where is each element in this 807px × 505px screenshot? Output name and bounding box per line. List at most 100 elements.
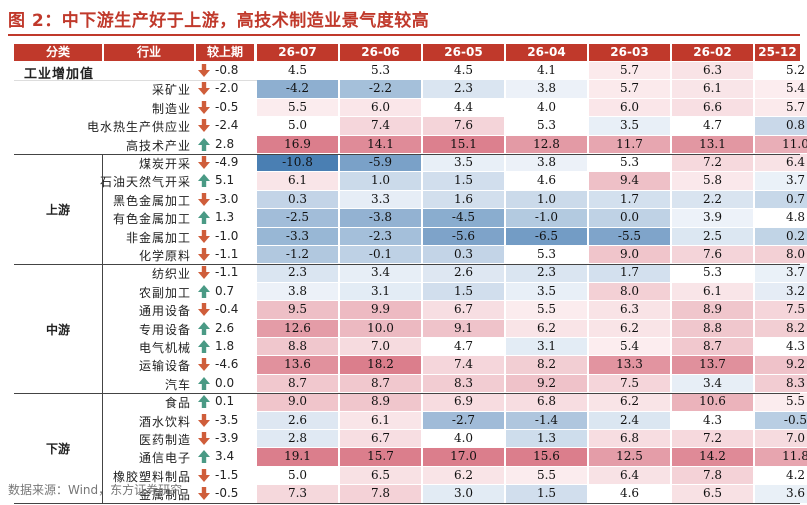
heatmap-cell: 4.5 xyxy=(423,62,504,80)
heatmap-cell: 1.5 xyxy=(506,485,587,503)
heatmap-cell: 17.0 xyxy=(423,448,504,466)
heatmap-cell: 9.4 xyxy=(589,172,670,190)
heatmap-cell: 3.2 xyxy=(755,282,807,301)
heatmap-cell: 0.7 xyxy=(755,190,807,209)
heatmap-cell: 9.0 xyxy=(589,246,670,264)
heatmap-cell: 11.0 xyxy=(755,135,807,153)
heatmap-cell: 13.7 xyxy=(672,356,753,374)
heatmap-cell: 8.0 xyxy=(589,282,670,301)
heatmap-cell: 16.9 xyxy=(257,135,338,153)
down-arrow-icon xyxy=(197,63,213,78)
row-label: 采矿业 xyxy=(151,83,191,98)
heatmap-cell: 4.6 xyxy=(506,172,587,190)
up-arrow-icon xyxy=(197,449,213,464)
change-value: -0.4 xyxy=(215,302,239,317)
heatmap-cell: 14.2 xyxy=(672,448,753,466)
heatmap-cell: 15.7 xyxy=(340,448,421,466)
row-label: 纺织业 xyxy=(151,267,191,282)
change-value: -0.5 xyxy=(215,486,239,501)
heatmap-cell: 3.8 xyxy=(506,154,587,172)
change-value: 2.6 xyxy=(215,320,235,335)
heatmap-cell: 5.0 xyxy=(257,117,338,135)
down-arrow-icon xyxy=(197,192,213,207)
heatmap-cell: 5.2 xyxy=(755,62,807,80)
heatmap-cell: 8.9 xyxy=(672,301,753,319)
row-label: 电水热生产供应业 xyxy=(86,120,191,135)
heatmap-cell: 5.7 xyxy=(589,80,670,98)
header-cell: 26-02 xyxy=(672,44,753,61)
heatmap-cell: 5.5 xyxy=(506,466,587,485)
heatmap-cell: 6.1 xyxy=(672,282,753,301)
heatmap-cell: 3.4 xyxy=(672,374,753,393)
header-cell: 26-06 xyxy=(340,44,421,61)
heatmap-cell: 1.6 xyxy=(423,190,504,209)
up-arrow-icon xyxy=(197,137,213,152)
header-cell: 26-03 xyxy=(589,44,670,61)
heatmap-cell: 2.3 xyxy=(506,264,587,282)
heatmap-cell: -2.2 xyxy=(340,80,421,98)
heatmap-cell: 5.5 xyxy=(506,301,587,319)
heatmap-cell: 6.8 xyxy=(506,393,587,411)
heatmap-cell: 4.4 xyxy=(423,98,504,117)
heatmap-cell: 9.9 xyxy=(340,301,421,319)
heatmap-cell: 6.0 xyxy=(589,98,670,117)
heatmap-cell: 4.2 xyxy=(755,466,807,485)
heatmap-cell: 5.5 xyxy=(257,98,338,117)
heatmap-cell: 8.2 xyxy=(506,356,587,374)
row-label: 有色金属加工 xyxy=(112,212,191,227)
change-value: 3.4 xyxy=(215,449,235,464)
row-label: 煤炭开采 xyxy=(138,157,191,171)
down-arrow-icon xyxy=(197,247,213,262)
heatmap-cell: 0.0 xyxy=(589,209,670,227)
down-arrow-icon xyxy=(197,431,213,446)
down-arrow-icon xyxy=(197,155,213,170)
heatmap-cell: 13.3 xyxy=(589,356,670,374)
heatmap-cell: 7.2 xyxy=(672,430,753,448)
heatmap-cell: 7.3 xyxy=(257,485,338,503)
heatmap-cell: 7.8 xyxy=(672,466,753,485)
heatmap-cell: 6.2 xyxy=(589,319,670,337)
heatmap-cell: -4.5 xyxy=(423,209,504,227)
heatmap-cell: 2.2 xyxy=(672,190,753,209)
heatmap-cell: 6.2 xyxy=(423,466,504,485)
header-cell: 26-07 xyxy=(257,44,338,61)
row-label: 食品 xyxy=(164,396,191,411)
row-label: 橡胶塑料制品 xyxy=(112,469,191,484)
change-value: -2.0 xyxy=(215,81,239,96)
group-separator xyxy=(14,153,800,155)
header-cell: 26-04 xyxy=(506,44,587,61)
row-label: 非金属加工 xyxy=(125,230,191,245)
group-label: 下游 xyxy=(45,442,70,457)
heatmap-cell: -2.3 xyxy=(340,227,421,245)
heatmap-cell: 5.4 xyxy=(589,338,670,356)
heatmap-cell: 1.0 xyxy=(340,172,421,190)
change-value: 0.1 xyxy=(215,394,235,409)
heatmap-cell: 5.3 xyxy=(506,117,587,135)
heatmap-cell: 4.3 xyxy=(672,411,753,429)
down-arrow-icon xyxy=(197,413,213,428)
row-label: 高技术产业 xyxy=(125,138,191,153)
heatmap-cell: -0.5 xyxy=(755,411,807,429)
down-arrow-icon xyxy=(197,265,213,280)
heatmap-cell: 7.8 xyxy=(340,485,421,503)
heatmap-cell: 5.4 xyxy=(755,80,807,98)
heatmap-cell: 9.2 xyxy=(755,356,807,374)
heatmap-cell: 6.4 xyxy=(755,154,807,172)
row-label: 酒水饮料 xyxy=(138,414,191,429)
heatmap-cell: 2.8 xyxy=(257,430,338,448)
row-label: 汽车 xyxy=(164,377,191,392)
change-value: -1.0 xyxy=(215,228,239,243)
heatmap-cell: 7.0 xyxy=(340,338,421,356)
heatmap-cell: 2.6 xyxy=(423,264,504,282)
heatmap-cell: 11.7 xyxy=(589,135,670,153)
heatmap-cell: 3.5 xyxy=(423,154,504,172)
heatmap-cell: 7.5 xyxy=(589,374,670,393)
heatmap-cell: 5.5 xyxy=(755,393,807,411)
heatmap-cell: -2.5 xyxy=(257,209,338,227)
heatmap-cell: 14.1 xyxy=(340,135,421,153)
down-arrow-icon xyxy=(197,357,213,372)
heatmap-cell: 6.1 xyxy=(340,411,421,429)
change-value: 5.1 xyxy=(215,173,235,188)
heatmap-cell: 5.3 xyxy=(672,264,753,282)
heatmap-cell: 8.8 xyxy=(672,319,753,337)
